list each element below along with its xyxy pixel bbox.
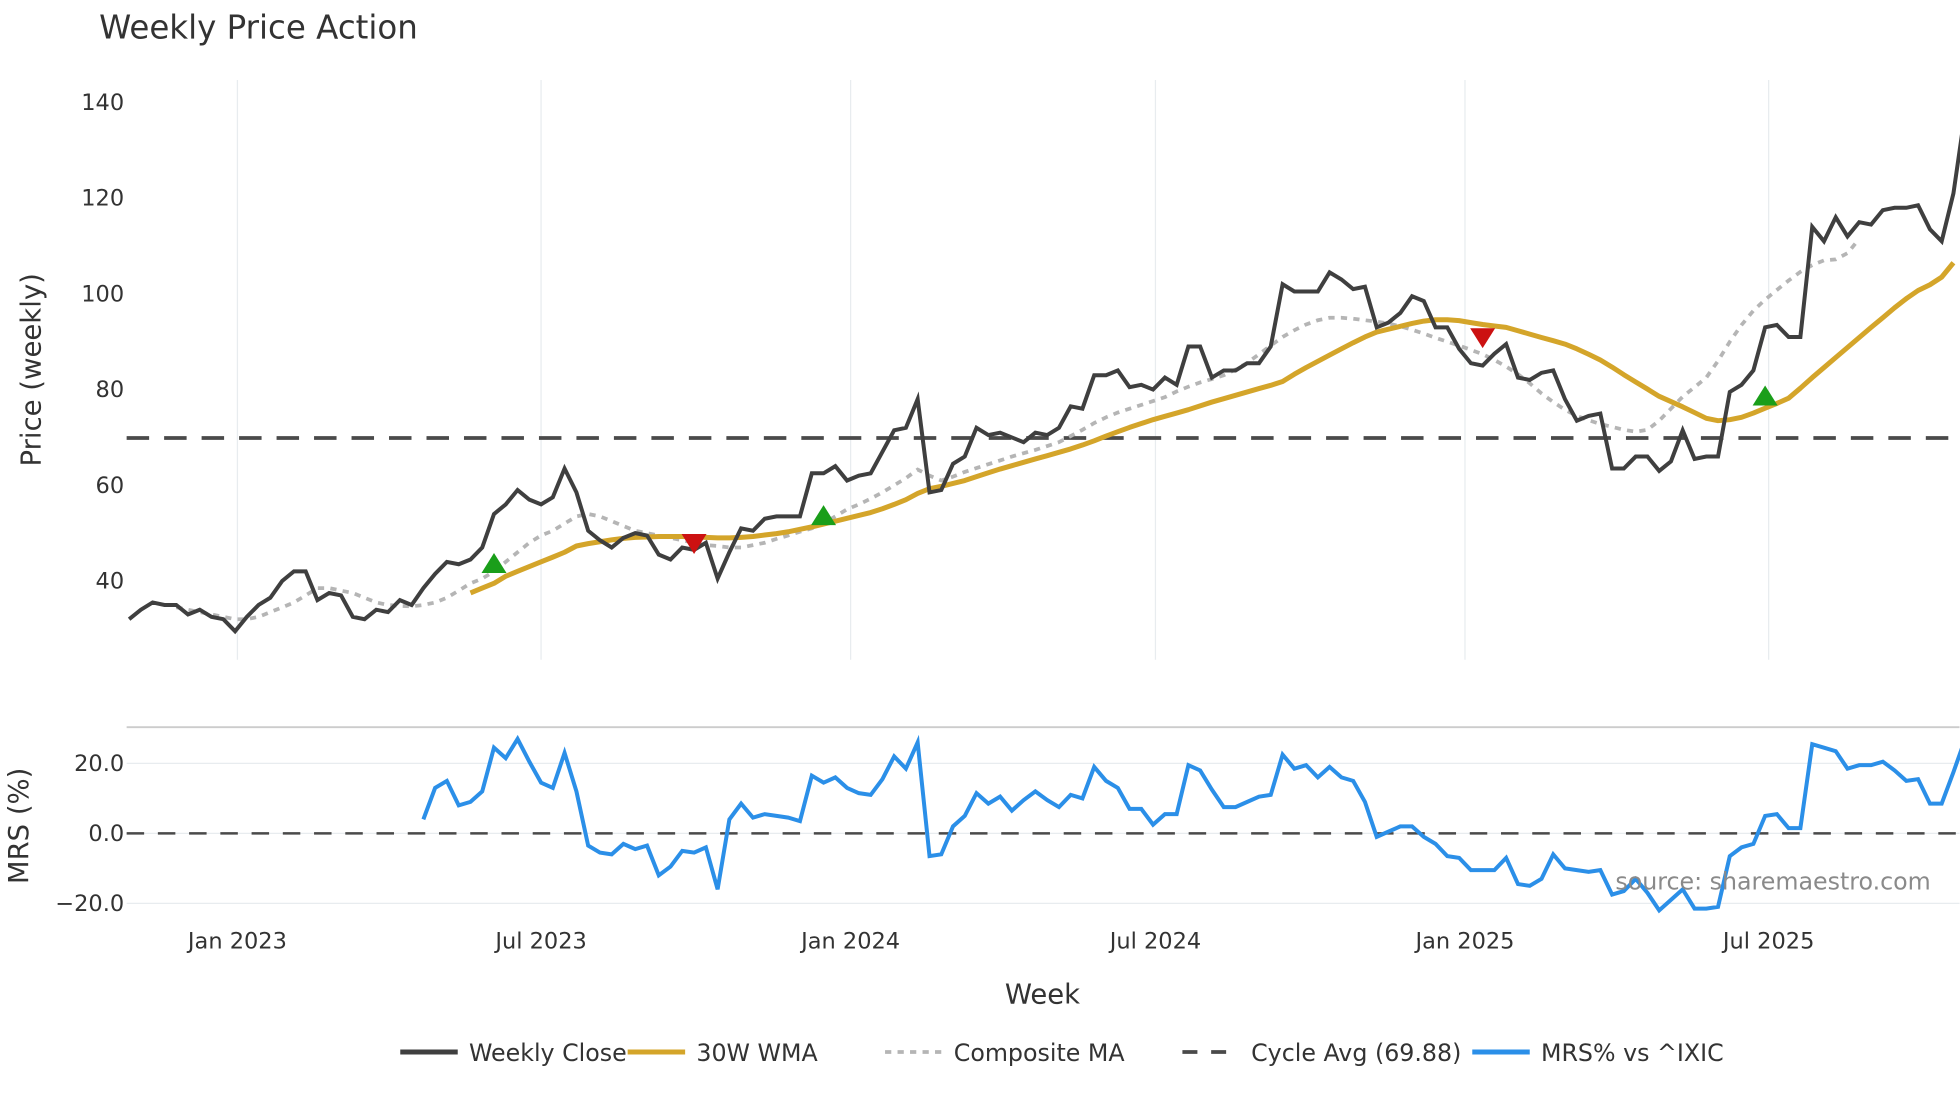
- x-tick-label: Jan 2024: [799, 928, 900, 954]
- buy-signal-up-triangle-icon: [1752, 385, 1778, 406]
- legend-item: MRS% vs ^IXIC: [1472, 1039, 1724, 1067]
- chart-title: Weekly Price Action: [99, 9, 418, 47]
- price-gridlines: [236, 79, 1770, 660]
- composite-ma-line: [175, 237, 1861, 622]
- signal-markers: [481, 328, 1778, 573]
- price-y-axis-label: Price (weekly): [15, 273, 47, 466]
- legend-label: Cycle Avg (69.88): [1251, 1039, 1461, 1067]
- legend: Weekly Close 30W WMA Composite MA Cycle Avg…: [400, 1039, 1724, 1067]
- legend-item: Weekly Close: [400, 1039, 627, 1067]
- legend-item: 30W WMA: [627, 1039, 818, 1067]
- mrs-y-tick-label: 0.0: [88, 821, 124, 847]
- buy-signal-up-triangle-icon: [481, 552, 507, 573]
- mrs-y-tick-label: −20.0: [55, 891, 124, 917]
- x-tick-label: Jan 2023: [186, 928, 287, 954]
- mrs-y-ticks: −20.0 0.0 20.0: [55, 751, 124, 917]
- mrs-y-tick-label: 20.0: [74, 751, 124, 777]
- price-series: [126, 133, 1960, 635]
- price-y-tick-label: 120: [81, 186, 124, 212]
- price-y-tick-label: 60: [96, 473, 125, 499]
- x-tick-label: Jul 2024: [1108, 928, 1201, 954]
- x-axis-ticks: Jan 2023 Jul 2023 Jan 2024 Jul 2024 Jan 2025…: [186, 928, 1814, 954]
- mrs-series: [126, 734, 1960, 914]
- legend-item: Cycle Avg (69.88): [1182, 1039, 1461, 1067]
- x-tick-label: Jan 2025: [1414, 928, 1515, 954]
- price-y-tick-label: 40: [96, 568, 125, 594]
- price-y-tick-label: 100: [81, 281, 124, 307]
- x-axis-label: Week: [1005, 978, 1080, 1010]
- legend-label: 30W WMA: [696, 1039, 818, 1067]
- sell-signal-down-triangle-icon: [681, 533, 707, 554]
- x-tick-label: Jul 2025: [1721, 928, 1814, 954]
- buy-signal-up-triangle-icon: [811, 505, 837, 526]
- legend-item: Composite MA: [885, 1039, 1125, 1067]
- price-y-tick-label: 80: [96, 377, 125, 403]
- legend-label: MRS% vs ^IXIC: [1541, 1039, 1724, 1067]
- mrs-y-axis-label: MRS (%): [3, 768, 35, 885]
- x-tick-label: Jul 2023: [493, 928, 586, 954]
- mrs-line: [421, 734, 1960, 914]
- weekly-close-line: [127, 133, 1960, 635]
- legend-label: Composite MA: [954, 1039, 1126, 1067]
- wma-30w-line: [469, 261, 1956, 596]
- price-y-ticks: 40 60 80 100 120 140: [81, 90, 124, 595]
- source-note: source: sharemaestro.com: [1615, 868, 1930, 896]
- price-y-tick-label: 140: [81, 90, 124, 116]
- sell-signal-down-triangle-icon: [1470, 328, 1496, 349]
- legend-label: Weekly Close: [469, 1039, 627, 1067]
